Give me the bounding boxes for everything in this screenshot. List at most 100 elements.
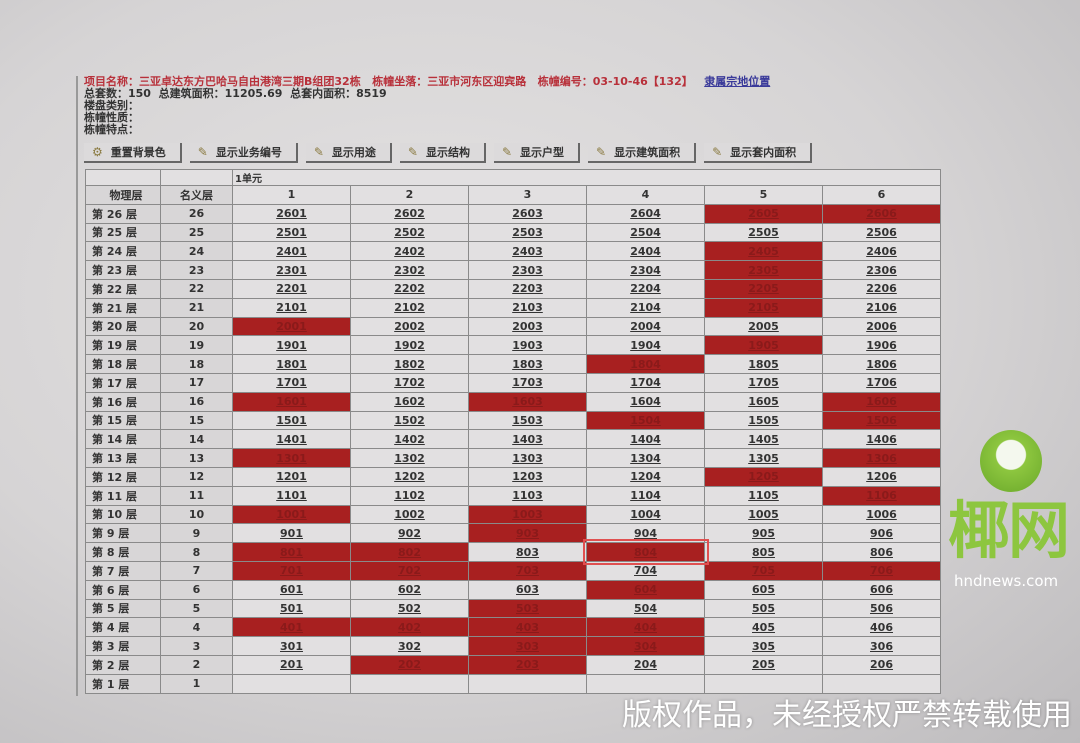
unit-number-link[interactable]: 2203 [512,282,543,296]
unit-cell[interactable]: 406 [822,617,941,638]
unit-number-link[interactable]: 605 [752,583,775,597]
unit-cell[interactable]: 203 [468,654,587,675]
unit-cell[interactable]: 2504 [586,222,705,243]
unit-number-link[interactable]: 1601 [276,395,307,409]
unit-cell[interactable]: 402 [350,617,469,638]
unit-number-link[interactable]: 2605 [748,207,779,221]
unit-number-link[interactable]: 1006 [866,507,897,521]
unit-cell[interactable]: 2601 [232,203,351,224]
unit-cell[interactable]: 1305 [704,448,823,468]
unit-cell[interactable]: 1103 [468,485,587,506]
unit-number-link[interactable]: 606 [870,583,893,597]
unit-number-link[interactable]: 1102 [394,489,425,503]
unit-number-link[interactable]: 304 [634,639,657,653]
unit-cell[interactable]: 1606 [822,391,941,412]
unit-number-link[interactable]: 2601 [276,207,307,221]
unit-number-link[interactable]: 1606 [866,395,897,409]
unit-cell[interactable]: 801 [232,542,351,562]
unit-cell[interactable]: 1204 [586,466,705,487]
unit-cell[interactable]: 1802 [350,354,469,374]
toolbar-button[interactable]: ✎ 显示户型 [493,143,581,163]
unit-number-link[interactable]: 1201 [276,470,307,484]
unit-cell[interactable]: 305 [704,636,823,656]
unit-number-link[interactable]: 1002 [394,507,425,521]
unit-number-link[interactable]: 803 [516,545,539,559]
unit-cell[interactable]: 1706 [822,372,941,393]
unit-number-link[interactable]: 2403 [512,244,543,258]
unit-number-link[interactable]: 502 [398,601,421,615]
unit-cell[interactable]: 2201 [232,278,351,299]
unit-cell[interactable]: 1205 [704,466,823,487]
unit-cell[interactable]: 1005 [704,504,823,525]
unit-cell[interactable]: 401 [232,617,351,638]
unit-cell[interactable]: 1302 [350,448,469,468]
unit-cell[interactable]: 1506 [822,410,941,431]
unit-cell[interactable]: 2401 [232,241,351,262]
unit-cell[interactable]: 903 [468,523,587,544]
unit-number-link[interactable]: 1103 [512,489,543,503]
unit-number-link[interactable]: 2503 [512,225,543,239]
unit-cell[interactable]: 902 [350,523,469,544]
unit-cell[interactable]: 204 [586,654,705,675]
unit-cell[interactable]: 901 [232,523,351,544]
unit-cell[interactable]: 403 [468,617,587,638]
unit-number-link[interactable]: 1505 [748,413,779,427]
parcel-location-link[interactable]: 隶属宗地位置 [704,75,771,88]
unit-number-link[interactable]: 2406 [866,244,897,258]
unit-cell[interactable]: 1301 [232,448,351,468]
unit-number-link[interactable]: 2101 [276,301,307,315]
unit-cell[interactable]: 805 [704,542,823,562]
unit-cell[interactable]: 703 [468,560,587,581]
unit-cell[interactable]: 1006 [822,504,941,525]
unit-cell[interactable]: 2602 [350,203,469,224]
unit-number-link[interactable]: 306 [870,639,893,653]
unit-cell[interactable]: 306 [822,636,941,656]
unit-cell[interactable]: 1905 [704,335,823,356]
unit-number-link[interactable]: 303 [516,639,539,653]
unit-number-link[interactable]: 402 [398,620,421,634]
unit-cell[interactable]: 2605 [704,203,823,224]
unit-cell[interactable] [586,673,705,694]
unit-number-link[interactable]: 1101 [276,489,307,503]
unit-cell[interactable]: 2505 [704,222,823,243]
unit-number-link[interactable]: 505 [752,601,775,615]
unit-cell[interactable]: 1001 [232,504,351,525]
unit-number-link[interactable]: 1005 [748,507,779,521]
unit-number-link[interactable]: 1602 [394,395,425,409]
unit-number-link[interactable]: 1404 [630,432,661,446]
unit-cell[interactable]: 1701 [232,372,351,393]
unit-number-link[interactable]: 2206 [866,282,897,296]
unit-number-link[interactable]: 2602 [394,207,425,221]
unit-number-link[interactable]: 2603 [512,207,543,221]
unit-cell[interactable]: 2104 [586,297,705,318]
unit-number-link[interactable]: 2204 [630,282,661,296]
unit-number-link[interactable]: 204 [634,658,657,672]
unit-cell[interactable]: 2502 [350,222,469,243]
unit-number-link[interactable]: 401 [280,620,303,634]
unit-cell[interactable]: 1203 [468,466,587,487]
unit-cell[interactable]: 1505 [704,410,823,431]
unit-cell[interactable] [822,673,941,694]
unit-number-link[interactable]: 302 [398,639,421,653]
unit-cell[interactable]: 1003 [468,504,587,525]
unit-number-link[interactable]: 1501 [276,413,307,427]
unit-number-link[interactable]: 2105 [748,301,779,315]
unit-cell[interactable]: 1102 [350,485,469,506]
unit-cell[interactable]: 1805 [704,354,823,374]
unit-number-link[interactable]: 1403 [512,432,543,446]
unit-number-link[interactable]: 1702 [394,376,425,390]
unit-number-link[interactable]: 1802 [394,357,425,371]
unit-number-link[interactable]: 1502 [394,413,425,427]
unit-cell[interactable]: 1702 [350,372,469,393]
unit-number-link[interactable]: 905 [752,526,775,540]
unit-cell[interactable]: 1806 [822,354,941,374]
unit-cell[interactable]: 1502 [350,410,469,431]
unit-cell[interactable]: 1504 [586,410,705,431]
unit-cell[interactable]: 602 [350,579,469,600]
unit-cell[interactable]: 906 [822,523,941,544]
unit-number-link[interactable]: 1205 [748,470,779,484]
unit-cell[interactable]: 1106 [822,485,941,506]
unit-number-link[interactable]: 2401 [276,244,307,258]
unit-number-link[interactable]: 2501 [276,225,307,239]
unit-cell[interactable]: 2604 [586,203,705,224]
